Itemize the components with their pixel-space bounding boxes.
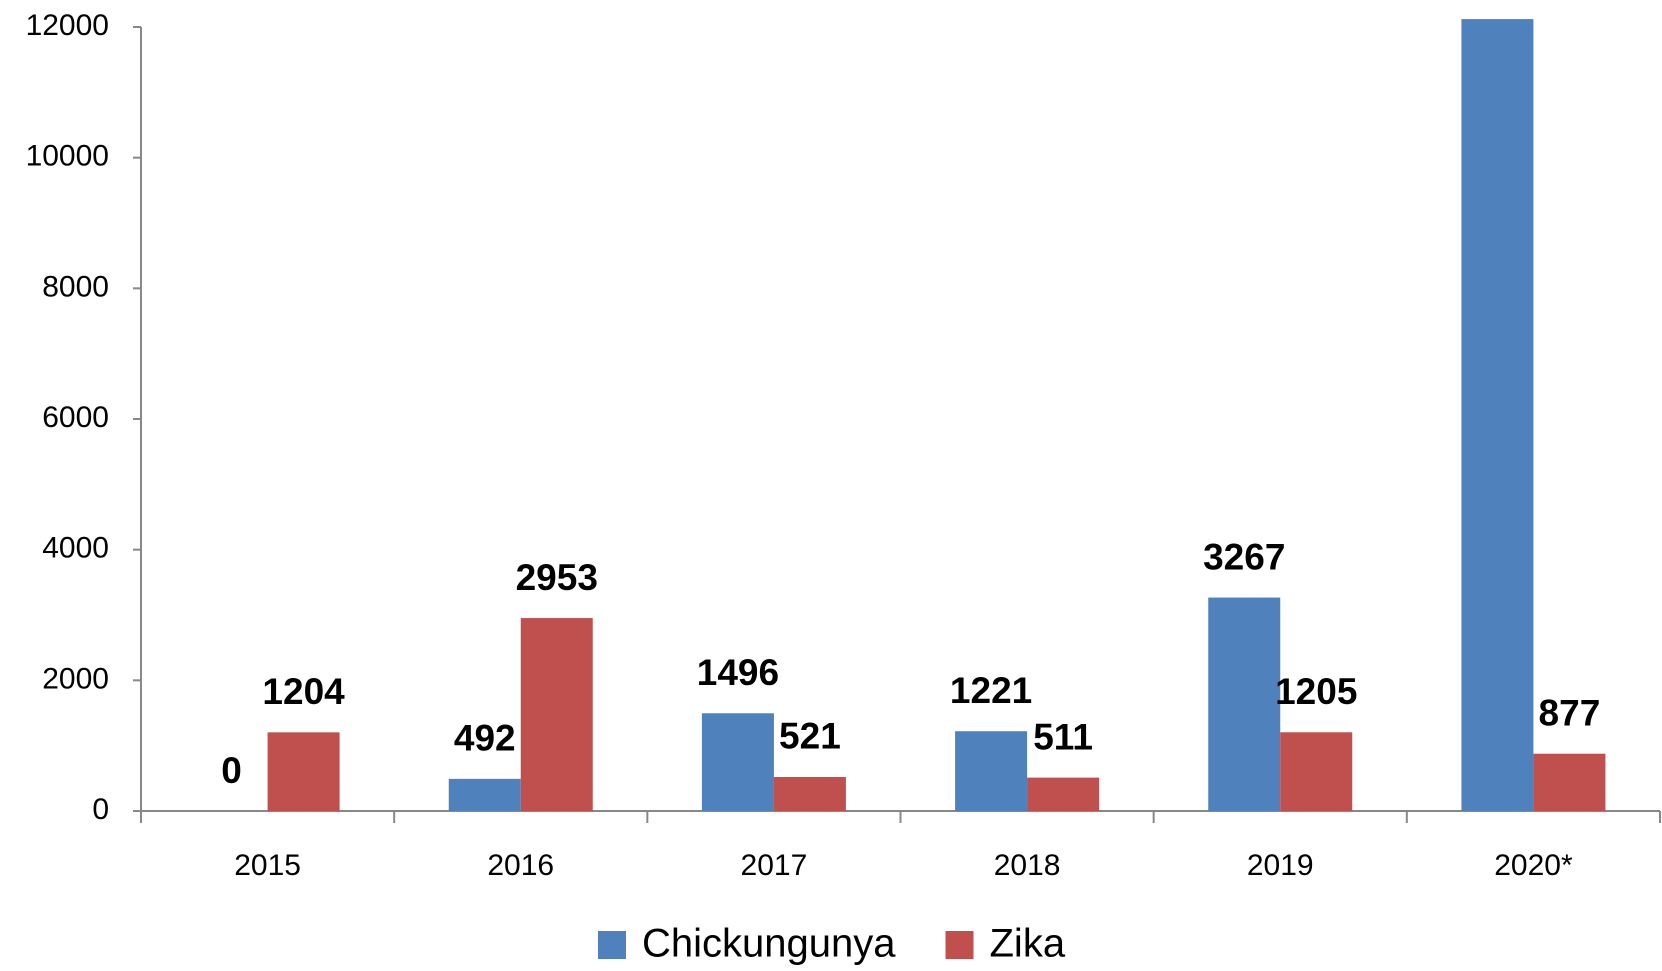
value-label: 492	[454, 718, 516, 759]
y-tick-label: 2000	[42, 662, 109, 695]
value-label: 877	[1539, 692, 1601, 733]
value-label: 1204	[262, 671, 345, 712]
value-label: 1205	[1275, 671, 1357, 712]
bar	[267, 732, 340, 811]
value-label: 3267	[1203, 536, 1285, 577]
x-tick-label: 2020*	[1494, 849, 1573, 882]
value-label: 0	[221, 750, 242, 791]
y-tick-label: 6000	[42, 401, 109, 434]
y-tick-label: 10000	[26, 140, 109, 173]
y-tick-label: 12000	[26, 9, 109, 42]
value-label: 2953	[516, 557, 598, 598]
x-tick-label: 2015	[234, 849, 301, 882]
bar	[1027, 777, 1100, 811]
bar	[1533, 753, 1606, 811]
bar	[1461, 19, 1534, 812]
y-tick-label: 8000	[42, 270, 109, 303]
bar	[1208, 597, 1281, 811]
bar	[1280, 732, 1353, 811]
value-label: 511	[1033, 716, 1093, 757]
y-tick-label: 0	[92, 793, 109, 826]
bar	[520, 618, 593, 811]
value-label: 521	[779, 716, 841, 757]
value-label: 1221	[950, 670, 1032, 711]
legend-label: Zika	[990, 922, 1066, 966]
x-tick-label: 2018	[994, 849, 1061, 882]
x-tick-label: 2017	[741, 849, 808, 882]
bar	[773, 776, 846, 811]
x-tick-label: 2016	[487, 849, 554, 882]
bar	[701, 713, 774, 811]
legend-swatch	[945, 931, 974, 959]
x-tick-label: 2019	[1247, 849, 1314, 882]
legend-swatch	[598, 931, 626, 959]
bar	[955, 731, 1028, 811]
legend-label: Chickungunya	[642, 922, 896, 966]
y-tick-label: 4000	[42, 532, 109, 565]
bar	[448, 778, 521, 811]
value-label: 1496	[697, 652, 779, 693]
